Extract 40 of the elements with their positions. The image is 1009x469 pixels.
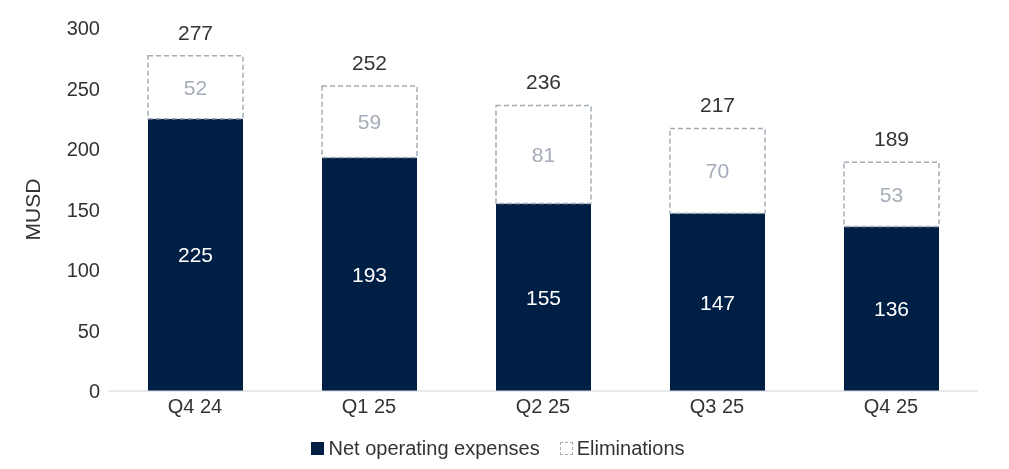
y-tick-label: 250 (66, 77, 100, 100)
data-label: 59 (357, 110, 382, 134)
bar (321, 85, 418, 159)
total-label: 252 (351, 51, 388, 75)
data-label: 53 (879, 182, 904, 206)
bar (148, 118, 243, 391)
bar (322, 157, 417, 391)
data-label: 225 (177, 243, 214, 267)
data-label: 147 (699, 290, 736, 314)
x-tick-label: Q4 24 (167, 395, 223, 418)
data-label: 52 (183, 75, 208, 99)
bar (844, 226, 939, 391)
data-label: 193 (351, 262, 388, 286)
x-tick-label: Q2 25 (515, 395, 571, 418)
y-tick-label: 200 (66, 138, 100, 161)
bar (669, 127, 766, 214)
total-label: 277 (177, 20, 214, 44)
total-label: 217 (699, 93, 736, 117)
bar (147, 55, 244, 120)
data-label: 136 (873, 297, 910, 321)
bar (495, 104, 592, 205)
bar (670, 213, 765, 391)
bar (843, 161, 940, 228)
data-label: 70 (705, 159, 730, 183)
data-label: 81 (531, 142, 556, 166)
legend-label: Net operating expenses (327, 437, 540, 460)
total-label: 236 (525, 70, 562, 94)
y-tick-label: 0 (88, 380, 100, 403)
y-tick-label: 50 (77, 319, 100, 342)
data-label: 155 (525, 285, 562, 309)
bar (496, 203, 591, 391)
x-tick-label: Q3 25 (689, 395, 745, 418)
y-axis-title: MUSD (21, 178, 45, 241)
x-tick-label: Q1 25 (341, 395, 397, 418)
x-tick-label: Q4 25 (863, 395, 919, 418)
legend-label: Eliminations (575, 437, 685, 460)
y-tick-label: 150 (66, 198, 100, 221)
y-tick-label: 100 (66, 259, 100, 282)
y-tick-label: 300 (66, 17, 100, 40)
total-label: 189 (873, 127, 910, 151)
